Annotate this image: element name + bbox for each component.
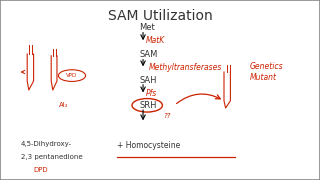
Text: 2,3 pentanedione: 2,3 pentanedione bbox=[21, 154, 83, 160]
Text: DPD: DPD bbox=[34, 166, 48, 172]
Text: + Homocysteine: + Homocysteine bbox=[117, 141, 180, 150]
Text: VPD: VPD bbox=[66, 73, 78, 78]
Text: 4,5-Dihydroxy-: 4,5-Dihydroxy- bbox=[21, 141, 72, 147]
Text: ??: ?? bbox=[163, 112, 171, 118]
Text: SRH: SRH bbox=[139, 101, 157, 110]
Text: Met: Met bbox=[139, 23, 155, 32]
Text: SAM: SAM bbox=[139, 50, 157, 59]
Text: SAM Utilization: SAM Utilization bbox=[108, 9, 212, 23]
Text: AI₂: AI₂ bbox=[59, 102, 69, 108]
Text: Pfs: Pfs bbox=[146, 89, 157, 98]
Text: Methyltransferases: Methyltransferases bbox=[149, 63, 222, 72]
Text: Genetics
Mutant: Genetics Mutant bbox=[250, 62, 283, 82]
Text: MatK: MatK bbox=[146, 36, 165, 45]
Text: SAH: SAH bbox=[139, 76, 157, 85]
